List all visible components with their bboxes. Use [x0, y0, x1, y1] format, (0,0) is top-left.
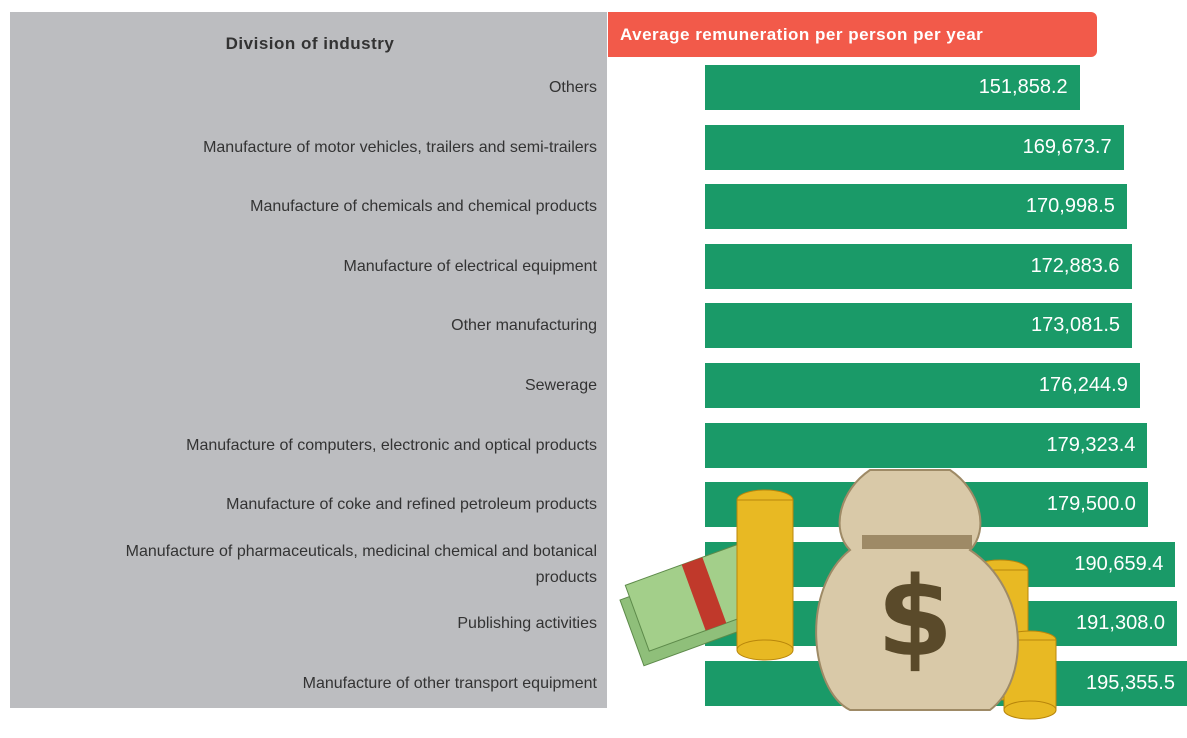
bar [705, 243, 1132, 289]
category-label: Manufacture of chemicals and chemical pr… [250, 198, 597, 216]
category-label: Manufacture of coke and refined petroleu… [226, 496, 597, 514]
bar [705, 303, 1133, 349]
value-label: 173,081.5 [1031, 314, 1121, 337]
category-label: Other manufacturing [451, 317, 597, 335]
value-label: 195,355.5 [1086, 672, 1175, 694]
value-label: 172,883.6 [1030, 254, 1120, 277]
category-panel [10, 12, 607, 708]
category-label: Manufacture of pharmaceuticals, medicina… [125, 542, 597, 586]
bar [705, 124, 1124, 170]
value-label: 190,659.4 [1074, 552, 1164, 575]
category-label: Manufacture of electrical equipment [343, 257, 597, 275]
bar [705, 65, 1080, 110]
category-label: Manufacture of other transport equipment [302, 675, 597, 692]
svg-text:$: $ [877, 553, 954, 681]
bar [705, 422, 1148, 468]
category-header: Division of industry [225, 34, 395, 53]
value-label: 151,858.2 [978, 76, 1068, 98]
value-label: 179,500.0 [1046, 493, 1136, 516]
value-label: 170,998.5 [1025, 195, 1115, 218]
value-label: 179,323.4 [1046, 433, 1136, 456]
value-header: Average remuneration per person per year [608, 12, 1097, 57]
value-label: 169,673.7 [1022, 135, 1112, 158]
category-label: Others [548, 79, 597, 96]
value-label: 191,308.0 [1076, 612, 1165, 635]
category-label: Manufacture of computers, electronic and… [186, 436, 597, 454]
bar [705, 184, 1127, 230]
money-illustration: $ [619, 469, 1057, 720]
category-label: Sewerage [524, 377, 597, 394]
category-label: Manufacture of motor vehicles, trailers … [203, 138, 597, 156]
value-label: 176,244.9 [1038, 374, 1128, 396]
bar [705, 363, 1140, 408]
category-label: Publishing activities [457, 615, 597, 633]
